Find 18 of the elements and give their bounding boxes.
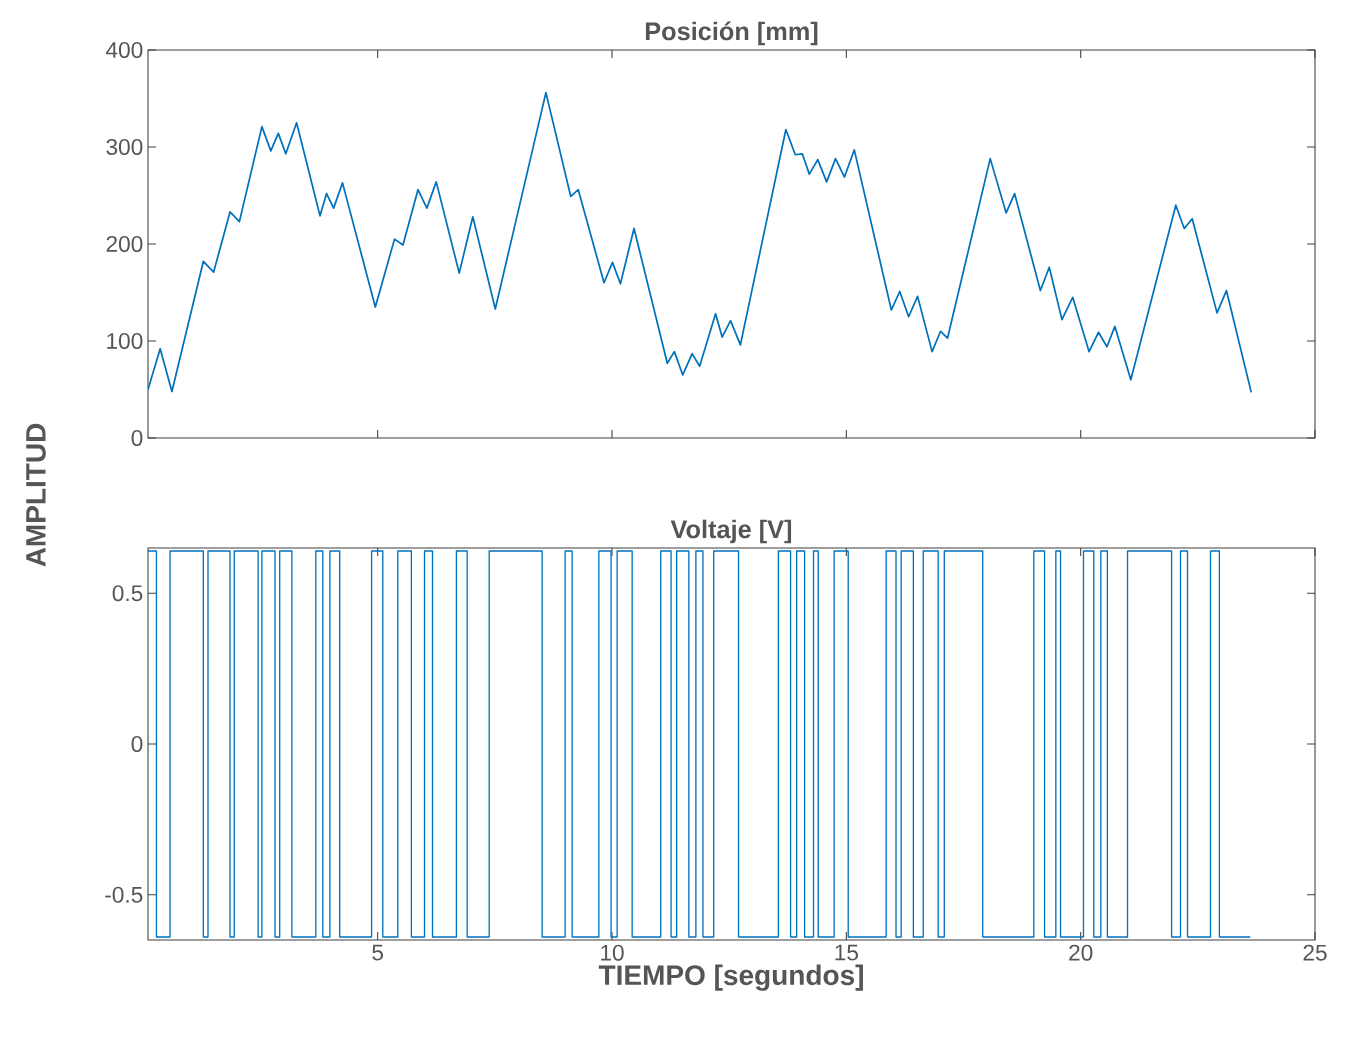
x-tick-label: 25 [1303,944,1327,961]
y-tick-label: 0.5 [112,585,143,602]
chart-title: Posición [mm] [645,21,818,46]
x-tick-label: 5 [372,944,383,961]
y-tick-label: 400 [106,41,143,59]
y-tick-label: 0 [131,735,143,753]
y-tick-label: 100 [107,332,143,350]
x-axis-title: TIEMPO [segundos] [598,964,863,991]
chart-title: Voltaje [V] [670,519,792,544]
y-axis-title: AMPLITUD [26,423,46,567]
y-tick-label: -0.5 [105,886,143,903]
line-series [148,91,1253,394]
y-tick-label: 200 [106,235,143,253]
x-tick-label: 15 [835,944,858,961]
x-tick-label: 20 [1069,944,1093,961]
y-tick-label: 0 [131,429,143,447]
y-tick-label: 300 [106,138,143,156]
x-tick-label: 10 [601,944,624,961]
